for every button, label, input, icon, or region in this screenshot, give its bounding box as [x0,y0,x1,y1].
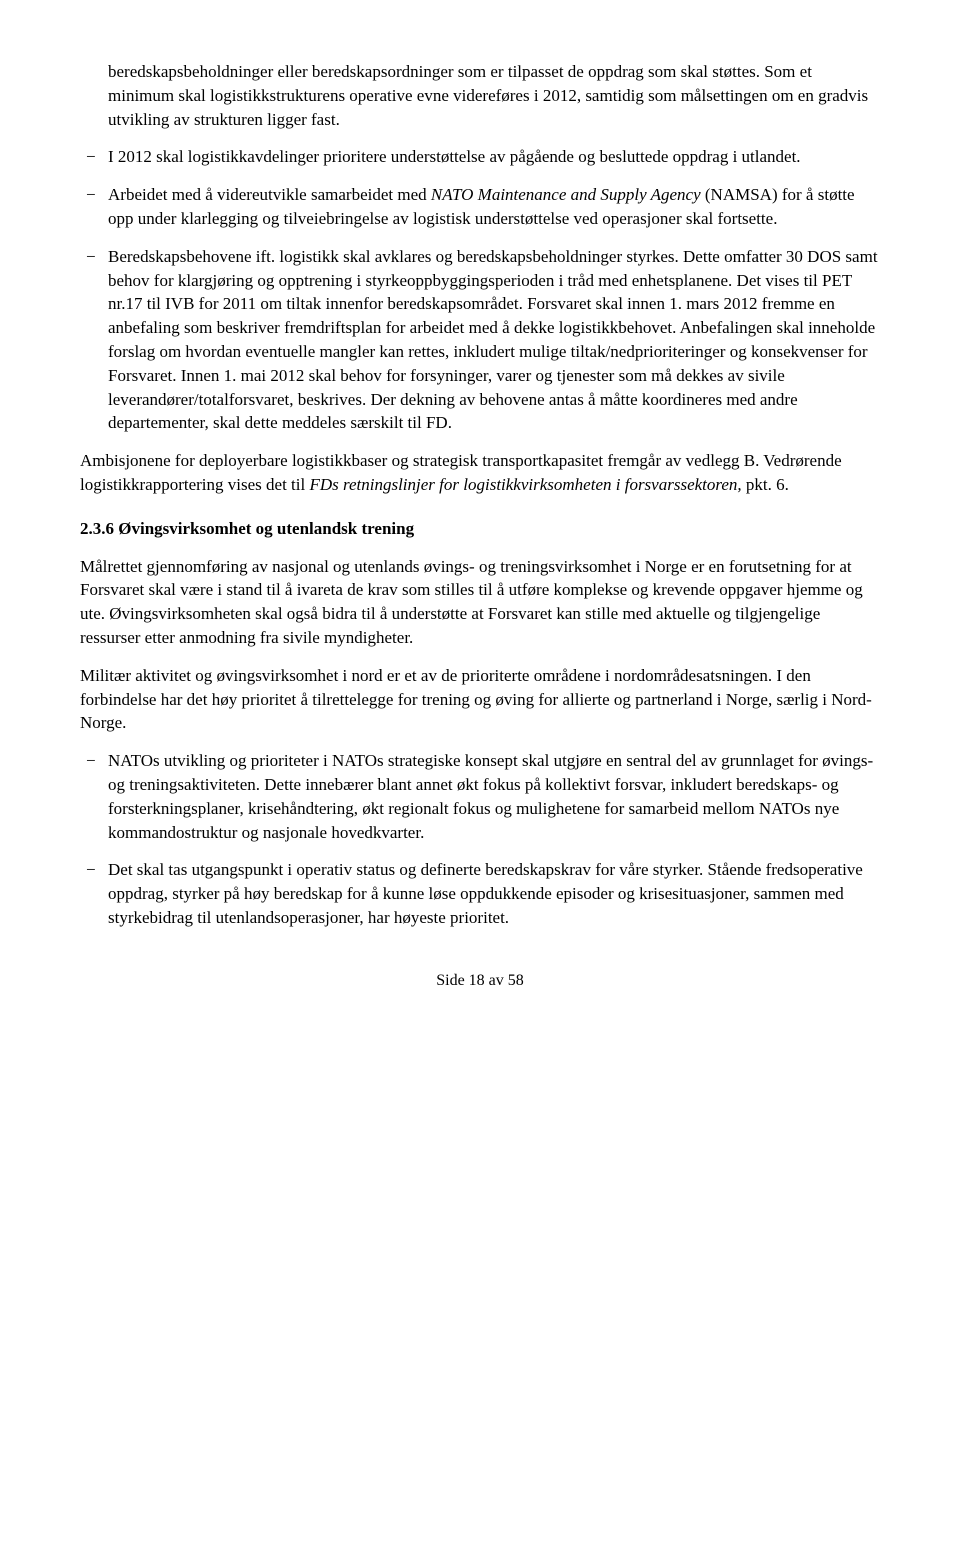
bullet-text: NATOs utvikling og prioriteter i NATOs s… [108,751,873,841]
paragraph-a: Målrettet gjennomføring av nasjonal og u… [80,555,880,650]
bullet-text: Det skal tas utgangspunkt i operativ sta… [108,860,863,927]
bullet-text: Beredskapsbehovene ift. logistikk skal a… [108,247,878,433]
bullet-text: I 2012 skal logistikkavdelinger priorite… [108,147,801,166]
bullet-list-bottom: NATOs utvikling og prioriteter i NATOs s… [80,749,880,930]
list-item: Arbeidet med å videreutvikle samarbeidet… [80,183,880,231]
bullet-text: beredskapsbeholdninger eller beredskapso… [108,62,868,129]
section-heading: 2.3.6 Øvingsvirksomhet og utenlandsk tre… [80,517,880,541]
bullet-text: Arbeidet med å videreutvikle samarbeidet… [108,185,431,204]
para-text-italic: FDs retningslinjer for logistikkvirksomh… [309,475,741,494]
list-item: I 2012 skal logistikkavdelinger priorite… [80,145,880,169]
list-item: Det skal tas utgangspunkt i operativ sta… [80,858,880,929]
list-item: Beredskapsbehovene ift. logistikk skal a… [80,245,880,435]
bullet-list-top: I 2012 skal logistikkavdelinger priorite… [80,145,880,435]
bullet-text-italic: NATO Maintenance and Supply Agency [431,185,701,204]
paragraph-mid: Ambisjonene for deployerbare logistikkba… [80,449,880,497]
paragraph-b: Militær aktivitet og øvingsvirksomhet i … [80,664,880,735]
list-item: NATOs utvikling og prioriteter i NATOs s… [80,749,880,844]
page-footer: Side 18 av 58 [80,970,880,992]
para-text: pkt. 6. [742,475,789,494]
bullet-continuation: beredskapsbeholdninger eller beredskapso… [80,60,880,131]
